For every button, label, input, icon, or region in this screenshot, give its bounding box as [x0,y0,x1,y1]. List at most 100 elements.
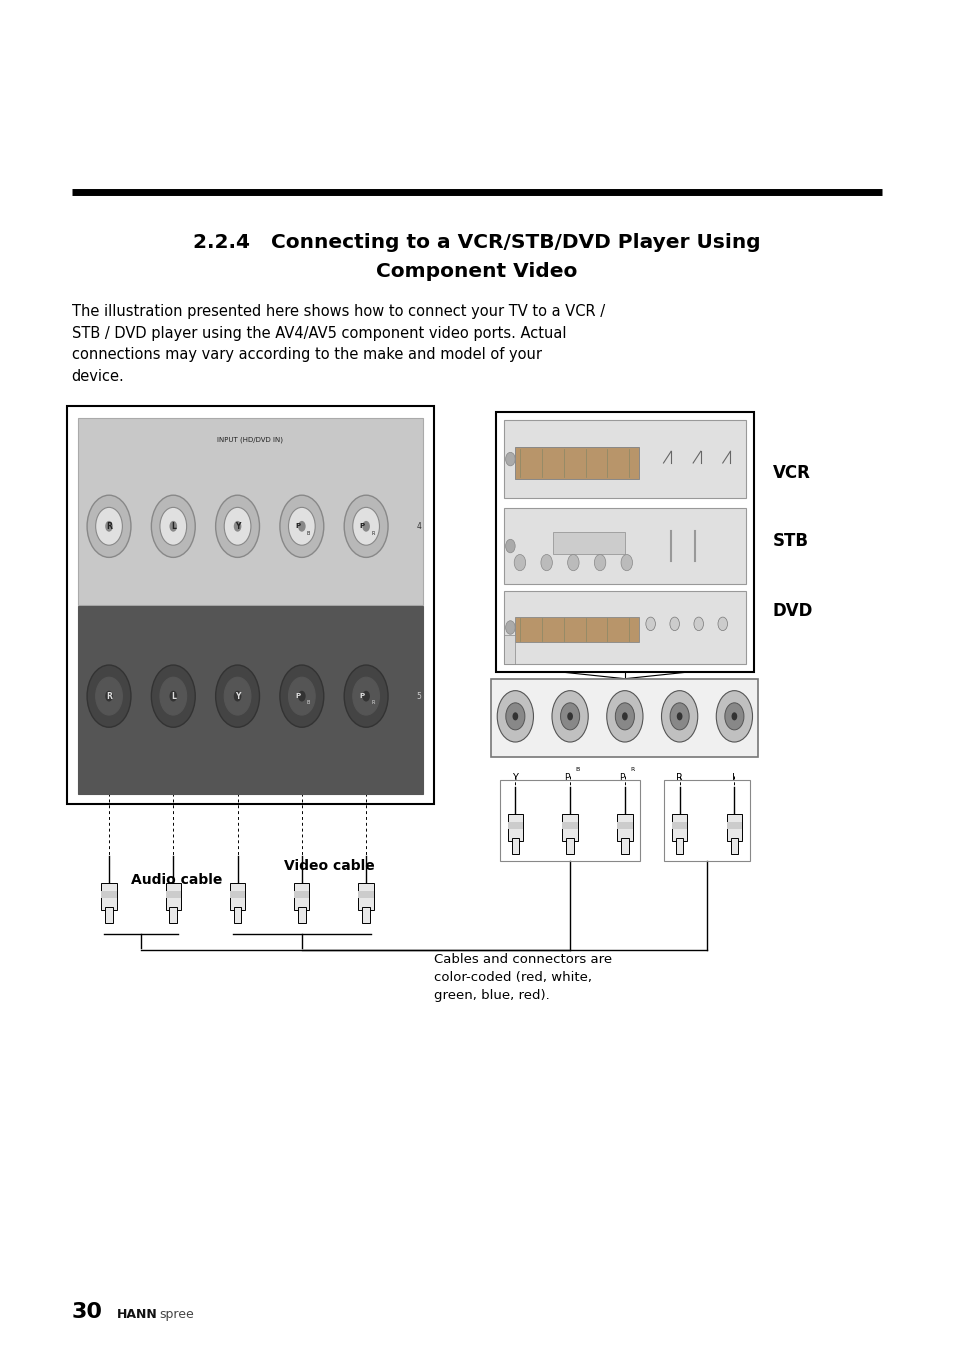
Bar [294,883,309,910]
Text: P: P [295,694,300,699]
Bar [617,814,632,841]
Circle shape [160,677,187,715]
Bar [503,420,745,498]
Circle shape [353,507,379,545]
Circle shape [669,617,679,630]
Bar [78,418,422,606]
Circle shape [718,617,727,630]
Circle shape [233,691,241,702]
Circle shape [297,521,305,531]
Text: Video cable: Video cable [283,859,375,872]
Circle shape [87,665,131,727]
Text: Cables and connectors are
color-coded (red, white,
green, blue, red).: Cables and connectors are color-coded (r… [434,953,612,1002]
Text: Y: Y [512,773,517,783]
Circle shape [87,495,131,557]
Circle shape [731,713,737,721]
Bar [515,617,639,642]
Circle shape [505,703,524,730]
Text: P: P [564,773,569,783]
Circle shape [95,677,122,715]
Circle shape [362,521,370,531]
Circle shape [362,691,370,702]
Circle shape [105,521,112,531]
Circle shape [152,495,195,557]
Text: P: P [618,773,624,783]
Circle shape [594,554,605,571]
Circle shape [105,691,112,702]
Circle shape [567,713,573,721]
Circle shape [552,691,588,742]
Text: R: R [106,692,112,700]
Text: 2.2.4   Connecting to a VCR/STB/DVD Player Using: 2.2.4 Connecting to a VCR/STB/DVD Player… [193,233,760,251]
Circle shape [344,495,388,557]
Bar [671,814,686,841]
Circle shape [716,691,752,742]
Circle shape [160,507,187,545]
Text: INPUT (HD/DVD IN): INPUT (HD/DVD IN) [217,437,283,443]
Circle shape [645,617,655,630]
Text: STB: STB [772,531,808,550]
Bar [730,838,738,854]
Circle shape [344,665,388,727]
Circle shape [567,554,578,571]
Circle shape [621,713,627,721]
Bar [617,822,632,829]
Bar [170,907,177,923]
Text: L: L [171,692,175,700]
Circle shape [540,554,552,571]
Bar [358,883,374,910]
Bar [503,634,515,664]
Bar [507,822,522,829]
Bar [620,838,628,854]
Bar [166,883,181,910]
Bar [78,606,422,794]
Text: Y: Y [234,692,240,700]
Text: 30: 30 [71,1302,102,1322]
Text: P: P [359,523,364,529]
Text: P: P [295,523,300,529]
Text: R: R [676,773,682,783]
Circle shape [620,554,632,571]
Bar [362,907,370,923]
Text: Audio cable: Audio cable [131,873,222,887]
Circle shape [505,539,515,553]
Circle shape [279,495,323,557]
Text: R: R [371,700,375,706]
Text: P: P [359,694,364,699]
Bar [503,508,745,584]
Circle shape [505,453,515,466]
Bar [499,780,639,861]
Bar [562,814,578,841]
Bar [562,822,578,829]
Text: Component Video: Component Video [375,262,578,281]
Circle shape [170,521,177,531]
Text: VCR: VCR [772,464,810,483]
Bar [507,814,522,841]
Circle shape [224,677,251,715]
Bar [358,891,374,898]
Text: R: R [371,530,375,535]
Circle shape [279,665,323,727]
Circle shape [676,713,681,721]
Circle shape [297,691,305,702]
Circle shape [724,703,743,730]
Text: L: L [731,773,737,783]
Text: B: B [307,700,310,706]
Bar [726,822,741,829]
Circle shape [505,621,515,634]
Bar [233,907,241,923]
Circle shape [288,507,314,545]
Text: HANN: HANN [117,1307,158,1321]
Circle shape [606,691,642,742]
Bar [726,814,741,841]
Text: R: R [106,522,112,531]
Text: Y: Y [234,522,240,531]
Bar [294,891,309,898]
Bar [671,822,686,829]
Bar [515,448,639,479]
Text: DVD: DVD [772,602,812,621]
Text: B: B [575,767,579,772]
Circle shape [660,691,697,742]
Bar [511,838,518,854]
Bar [101,891,116,898]
